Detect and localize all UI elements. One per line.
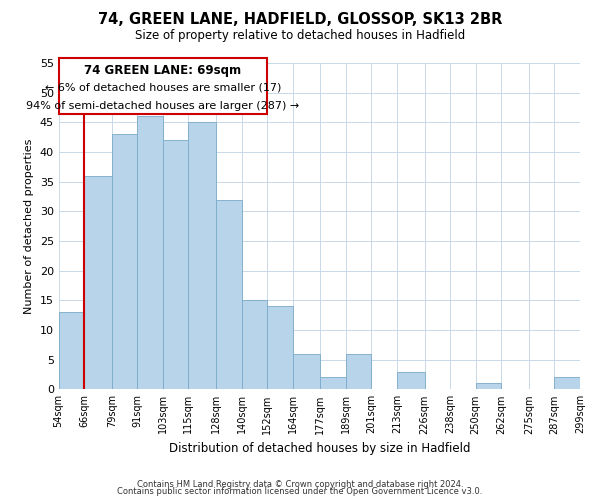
Text: 74 GREEN LANE: 69sqm: 74 GREEN LANE: 69sqm	[85, 64, 241, 78]
Bar	[188, 122, 216, 390]
Bar	[267, 306, 293, 390]
FancyBboxPatch shape	[59, 58, 267, 114]
Bar	[293, 354, 320, 390]
Text: 74, GREEN LANE, HADFIELD, GLOSSOP, SK13 2BR: 74, GREEN LANE, HADFIELD, GLOSSOP, SK13 …	[98, 12, 502, 28]
Bar	[320, 378, 346, 390]
Y-axis label: Number of detached properties: Number of detached properties	[24, 138, 34, 314]
Bar	[163, 140, 188, 390]
X-axis label: Distribution of detached houses by size in Hadfield: Distribution of detached houses by size …	[169, 442, 470, 455]
Bar	[242, 300, 267, 390]
Bar	[84, 176, 112, 390]
Bar	[216, 200, 242, 390]
Bar	[476, 384, 501, 390]
Text: ← 6% of detached houses are smaller (17): ← 6% of detached houses are smaller (17)	[45, 82, 281, 92]
Bar	[554, 378, 580, 390]
Text: 94% of semi-detached houses are larger (287) →: 94% of semi-detached houses are larger (…	[26, 101, 299, 111]
Bar	[137, 116, 163, 390]
Bar	[112, 134, 137, 390]
Bar	[397, 372, 425, 390]
Text: Contains public sector information licensed under the Open Government Licence v3: Contains public sector information licen…	[118, 487, 482, 496]
Text: Size of property relative to detached houses in Hadfield: Size of property relative to detached ho…	[135, 29, 465, 42]
Bar	[59, 312, 84, 390]
Text: Contains HM Land Registry data © Crown copyright and database right 2024.: Contains HM Land Registry data © Crown c…	[137, 480, 463, 489]
Bar	[346, 354, 371, 390]
